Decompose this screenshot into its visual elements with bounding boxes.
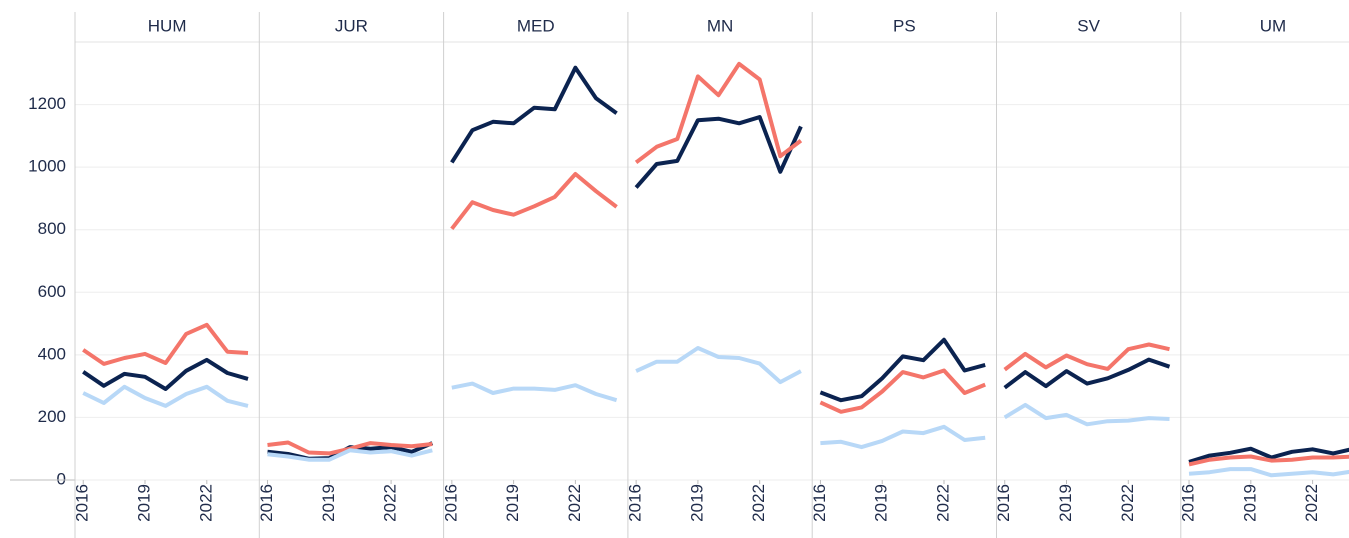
y-tick-label: 1200 (28, 94, 66, 113)
x-tick-label: 2016 (626, 484, 645, 522)
series-line (819, 368, 986, 414)
y-tick-label: 0 (57, 469, 66, 488)
x-tick-label: 2019 (134, 484, 153, 522)
series-line (820, 424, 986, 450)
series-line (1188, 454, 1349, 467)
series-line (82, 384, 249, 408)
x-tick-label: 2022 (749, 484, 768, 522)
series-line (819, 337, 986, 403)
x-tick-label: 2016 (1179, 484, 1198, 522)
x-tick-label: 2016 (73, 484, 92, 522)
x-tick-label: 2019 (1240, 484, 1259, 522)
series-line (1003, 402, 1170, 427)
panel-title: JUR (335, 16, 368, 35)
y-tick-label: 600 (38, 282, 66, 301)
series-line (1003, 342, 1170, 372)
x-tick-label: 2022 (381, 484, 400, 522)
series-line (450, 172, 618, 231)
x-tick-label: 2022 (1118, 484, 1137, 522)
series-line (451, 381, 618, 403)
series-line (634, 61, 803, 164)
panel-title: PS (893, 16, 916, 35)
x-tick-label: 2019 (687, 484, 706, 522)
x-tick-label: 2016 (441, 484, 460, 522)
panel-title: UM (1260, 16, 1286, 35)
x-tick-label: 2022 (565, 484, 584, 522)
panel-title: MN (707, 16, 733, 35)
series-line (634, 115, 803, 189)
y-tick-label: 800 (38, 219, 66, 238)
series-line (1188, 446, 1349, 464)
panel-title: MED (517, 16, 555, 35)
series-line (82, 322, 249, 366)
x-tick-label: 2022 (196, 484, 215, 522)
x-tick-label: 2019 (503, 484, 522, 522)
x-tick-label: 2019 (872, 484, 891, 522)
series-line (82, 357, 249, 391)
x-tick-label: 2016 (257, 484, 276, 522)
series-line (267, 448, 433, 462)
series-line (450, 65, 618, 164)
panel-title: HUM (148, 16, 187, 35)
x-tick-label: 2016 (810, 484, 829, 522)
series-line (635, 346, 802, 385)
y-tick-label: 200 (38, 407, 66, 426)
x-tick-label: 2016 (994, 484, 1013, 522)
x-tick-label: 2019 (319, 484, 338, 522)
panel-title: SV (1077, 16, 1100, 35)
series-line (1003, 357, 1171, 390)
x-tick-label: 2019 (1056, 484, 1075, 522)
y-tick-label: 400 (38, 344, 66, 363)
x-tick-label: 2022 (933, 484, 952, 522)
series-line (1188, 467, 1349, 478)
x-tick-label: 2022 (1302, 484, 1321, 522)
y-tick-label: 1000 (28, 157, 66, 176)
